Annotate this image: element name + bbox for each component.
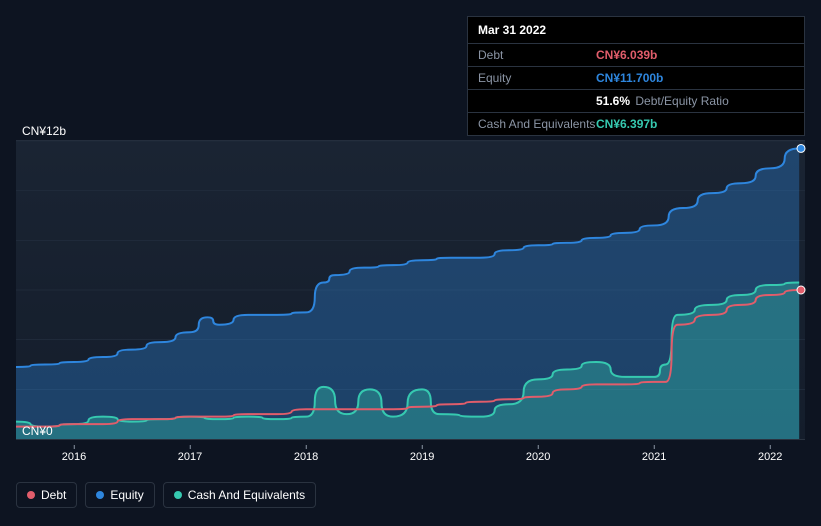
legend-dot <box>174 491 182 499</box>
x-tick: 2018 <box>294 445 318 457</box>
tooltip-row-label: Debt <box>478 48 596 62</box>
legend-dot <box>96 491 104 499</box>
legend-item-cash-and-equivalents[interactable]: Cash And Equivalents <box>163 482 316 508</box>
x-tick: 2017 <box>178 445 202 457</box>
legend-label: Cash And Equivalents <box>188 488 305 502</box>
x-tick: 2022 <box>758 445 782 457</box>
x-tick: 2020 <box>526 445 550 457</box>
x-tick-label: 2018 <box>294 451 318 463</box>
x-tick: 2016 <box>62 445 86 457</box>
tooltip-row: Cash And EquivalentsCN¥6.397b <box>468 113 804 135</box>
x-tick: 2021 <box>642 445 666 457</box>
tooltip-row-extra: Debt/Equity Ratio <box>632 94 729 108</box>
x-tick: 2019 <box>410 445 434 457</box>
x-tick-label: 2022 <box>758 451 782 463</box>
x-tick-label: 2019 <box>410 451 434 463</box>
x-tick-label: 2016 <box>62 451 86 463</box>
x-tick-label: 2021 <box>642 451 666 463</box>
y-axis-min-label: CN¥0 <box>22 424 53 438</box>
area-chart[interactable] <box>16 140 805 440</box>
tooltip-panel: Mar 31 2022 DebtCN¥6.039bEquityCN¥11.700… <box>467 16 805 136</box>
tooltip-row-label <box>478 94 596 108</box>
legend: Debt Equity Cash And Equivalents <box>16 482 316 508</box>
tooltip-row: EquityCN¥11.700b <box>468 67 804 90</box>
tooltip-row-value: CN¥6.397b <box>596 117 657 131</box>
x-axis: 2016 2017 2018 2019 2020 2021 2022 <box>16 445 805 465</box>
legend-item-debt[interactable]: Debt <box>16 482 77 508</box>
tooltip-row-label: Equity <box>478 71 596 85</box>
tooltip-row-label: Cash And Equivalents <box>478 117 596 131</box>
end-marker-debt <box>797 286 805 294</box>
legend-label: Equity <box>110 488 143 502</box>
x-tick-label: 2020 <box>526 451 550 463</box>
end-marker-equity <box>797 144 805 152</box>
legend-label: Debt <box>41 488 66 502</box>
x-tick-label: 2017 <box>178 451 202 463</box>
chart-container: Mar 31 2022 DebtCN¥6.039bEquityCN¥11.700… <box>0 0 821 526</box>
legend-dot <box>27 491 35 499</box>
y-axis-max-label: CN¥12b <box>22 124 66 138</box>
tooltip-row: 51.6% Debt/Equity Ratio <box>468 90 804 113</box>
tooltip-date: Mar 31 2022 <box>468 17 804 44</box>
tooltip-row: DebtCN¥6.039b <box>468 44 804 67</box>
tooltip-row-value: CN¥6.039b <box>596 48 657 62</box>
tooltip-row-value: 51.6% Debt/Equity Ratio <box>596 94 729 108</box>
tooltip-row-value: CN¥11.700b <box>596 71 663 85</box>
legend-item-equity[interactable]: Equity <box>85 482 154 508</box>
